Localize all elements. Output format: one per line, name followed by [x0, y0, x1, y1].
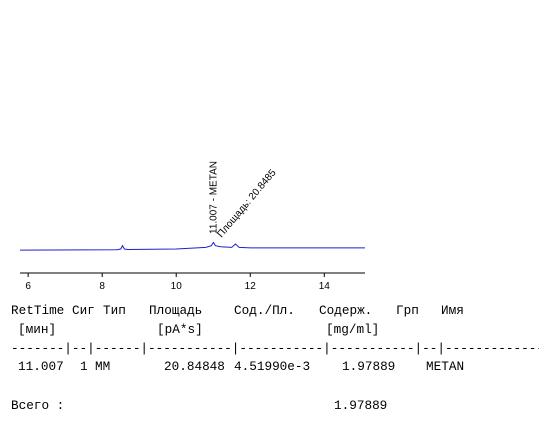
total-label: Всего : — [11, 398, 65, 413]
x-tick-label: 6 — [25, 281, 31, 292]
column-unit: [pA*s] — [157, 322, 203, 337]
column-header: Грп — [396, 303, 419, 318]
column-header: RetTime — [11, 303, 65, 318]
table-cell: 1.97889 — [342, 359, 396, 374]
x-tick-label: 12 — [245, 281, 257, 292]
total-value: 1.97889 — [334, 398, 388, 413]
separator: -------|--|------|-----------|----------… — [11, 341, 539, 356]
signal-trace — [19, 241, 365, 251]
x-tick-label: 8 — [99, 281, 105, 292]
column-header: Тип — [103, 303, 126, 318]
table-cell: MM — [95, 359, 111, 374]
column-header: Сиг — [72, 303, 95, 318]
column-header: Имя — [441, 303, 464, 318]
area-label: Площадь: 20.8485 — [215, 167, 278, 240]
column-unit: [мин] — [18, 322, 57, 337]
column-header: Сод./Пл. — [234, 303, 295, 318]
column-header: Площадь — [149, 303, 203, 318]
table-cell: 11.007 — [18, 359, 64, 374]
x-tick-label: 14 — [319, 281, 331, 292]
column-unit: [mg/ml] — [326, 322, 380, 337]
column-header: Содерж. — [319, 303, 373, 318]
x-tick-label: 10 — [171, 281, 183, 292]
table-cell: 4.51990e-3 — [234, 359, 311, 374]
peak-label: 11.007 - METAN — [208, 161, 219, 234]
table-cell: 20.84848 — [164, 359, 225, 374]
table-cell: 1 — [80, 359, 88, 374]
table-cell: METAN — [426, 359, 465, 374]
